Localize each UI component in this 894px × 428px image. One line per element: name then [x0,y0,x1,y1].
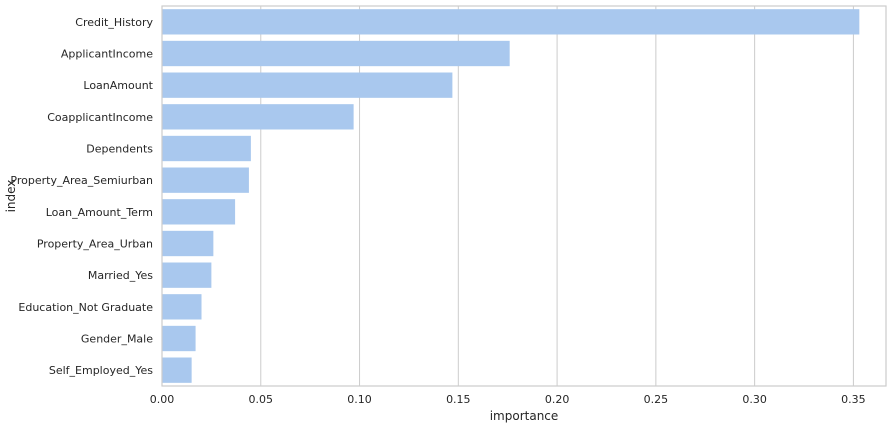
bar [162,357,192,383]
bar [162,294,202,320]
y-tick-label: CoapplicantIncome [47,111,153,124]
x-tick-label: 0.30 [742,393,767,406]
y-tick-label: ApplicantIncome [61,48,153,61]
y-tick-label: Education_Not Graduate [18,301,153,314]
y-tick-label: Property_Area_Urban [37,238,153,251]
bar [162,230,214,257]
x-tick-label: 0.00 [150,393,175,406]
y-tick-label: Credit_History [75,16,153,29]
x-tick-labels: 0.00 0.05 0.10 0.15 0.20 0.25 0.30 0.35 [150,393,866,406]
bar [162,167,249,193]
bar [162,325,196,352]
plot-frame-rect [161,5,887,387]
x-tick-label: 0.25 [644,393,669,406]
x-tick-label: 0.35 [841,393,866,406]
plot-background [162,6,886,386]
x-tick-label: 0.05 [249,393,274,406]
plot-frame [161,5,887,387]
y-tick-label: Married_Yes [88,269,153,282]
x-tick-label: 0.10 [347,393,372,406]
y-tick-label: Property_Area_Semiurban [10,174,153,187]
bars [162,9,860,383]
bar [162,40,510,67]
x-tick-label: 0.20 [545,393,570,406]
y-tick-labels: Credit_History ApplicantIncome LoanAmount C… [10,16,153,377]
bar [162,72,453,98]
y-tick-label: Dependents [86,143,153,156]
bar [162,104,354,130]
y-tick-label: LoanAmount [83,79,153,92]
x-axis-title: importance [490,409,559,423]
y-tick-label: Loan_Amount_Term [46,206,153,219]
y-tick-label: Self_Employed_Yes [49,364,153,377]
y-tick-label: Gender_Male [81,333,153,346]
bar [162,199,236,225]
x-tick-label: 0.15 [446,393,471,406]
bar [162,262,212,288]
bar [162,9,860,35]
bar [162,135,251,162]
y-axis-title: index [4,180,18,213]
